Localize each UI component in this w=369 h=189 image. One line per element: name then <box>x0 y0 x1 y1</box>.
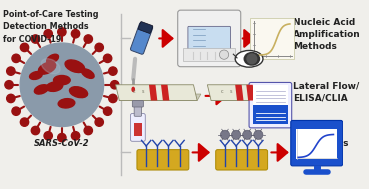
Circle shape <box>109 94 117 103</box>
Text: c: c <box>132 89 135 94</box>
Circle shape <box>95 43 103 52</box>
FancyBboxPatch shape <box>250 18 294 59</box>
Circle shape <box>12 54 20 63</box>
FancyBboxPatch shape <box>253 105 288 124</box>
FancyBboxPatch shape <box>291 120 343 166</box>
FancyBboxPatch shape <box>296 129 337 159</box>
Circle shape <box>7 94 15 103</box>
FancyBboxPatch shape <box>249 82 292 128</box>
Polygon shape <box>149 85 157 101</box>
Circle shape <box>20 118 29 126</box>
FancyBboxPatch shape <box>132 101 144 107</box>
Circle shape <box>58 133 66 142</box>
Ellipse shape <box>65 60 85 73</box>
Polygon shape <box>246 85 255 101</box>
Circle shape <box>231 130 241 139</box>
Polygon shape <box>161 85 169 101</box>
Polygon shape <box>115 85 197 101</box>
FancyBboxPatch shape <box>134 105 142 116</box>
Ellipse shape <box>131 87 135 92</box>
Ellipse shape <box>46 82 63 91</box>
FancyBboxPatch shape <box>216 150 268 170</box>
FancyBboxPatch shape <box>253 84 288 105</box>
Polygon shape <box>207 85 282 101</box>
Ellipse shape <box>41 59 60 74</box>
Circle shape <box>44 132 52 140</box>
Circle shape <box>220 130 230 139</box>
Circle shape <box>7 67 15 75</box>
Circle shape <box>103 107 112 115</box>
Ellipse shape <box>246 53 258 64</box>
Text: Nucleic Acid
Amplification
Methods: Nucleic Acid Amplification Methods <box>293 18 361 51</box>
Circle shape <box>5 81 13 89</box>
Ellipse shape <box>235 50 263 67</box>
Ellipse shape <box>54 75 70 85</box>
Ellipse shape <box>34 85 49 94</box>
Polygon shape <box>211 94 285 101</box>
FancyBboxPatch shape <box>183 48 235 61</box>
Ellipse shape <box>244 52 260 66</box>
Ellipse shape <box>69 87 87 98</box>
Ellipse shape <box>82 69 94 78</box>
Circle shape <box>12 107 20 115</box>
Circle shape <box>109 67 117 75</box>
Text: Lateral Flow/
ELISA/CLIA: Lateral Flow/ ELISA/CLIA <box>293 82 359 103</box>
Ellipse shape <box>58 99 75 108</box>
Circle shape <box>44 29 52 38</box>
FancyBboxPatch shape <box>131 114 145 141</box>
Circle shape <box>31 126 39 135</box>
Circle shape <box>111 81 119 89</box>
Text: Point-of-Care Testing
Detection Methods
for COVID-19: Point-of-Care Testing Detection Methods … <box>3 10 99 44</box>
FancyBboxPatch shape <box>130 22 153 54</box>
Circle shape <box>84 126 93 135</box>
Circle shape <box>71 29 80 38</box>
Ellipse shape <box>38 62 56 74</box>
Text: Biosensors: Biosensors <box>293 139 349 148</box>
Circle shape <box>31 35 39 43</box>
FancyBboxPatch shape <box>137 150 189 170</box>
Polygon shape <box>119 94 201 101</box>
Circle shape <box>71 132 80 140</box>
Circle shape <box>20 43 29 52</box>
Text: s: s <box>142 89 144 94</box>
FancyBboxPatch shape <box>138 22 153 33</box>
Polygon shape <box>235 85 244 101</box>
Circle shape <box>20 43 104 126</box>
Ellipse shape <box>30 72 42 79</box>
FancyBboxPatch shape <box>178 10 241 67</box>
Circle shape <box>58 28 66 36</box>
Text: SARS-CoV-2: SARS-CoV-2 <box>34 139 90 148</box>
Circle shape <box>254 130 263 139</box>
FancyBboxPatch shape <box>188 26 231 54</box>
Ellipse shape <box>46 54 59 63</box>
Circle shape <box>84 35 93 43</box>
Circle shape <box>103 54 112 63</box>
FancyBboxPatch shape <box>134 123 142 136</box>
Circle shape <box>220 50 229 59</box>
Text: c: c <box>220 89 223 94</box>
Circle shape <box>95 118 103 126</box>
Circle shape <box>242 130 252 139</box>
Text: s: s <box>230 89 232 94</box>
